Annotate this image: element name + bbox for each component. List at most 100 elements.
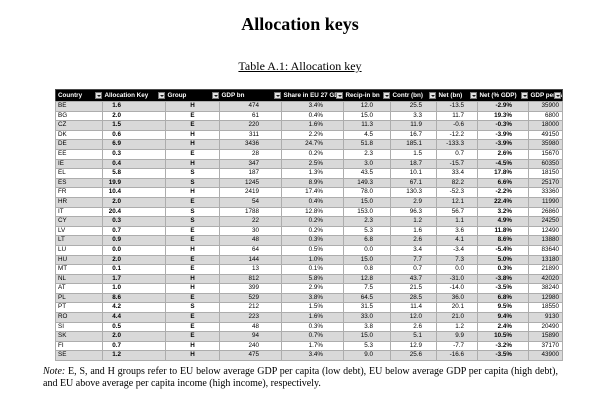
column-header-group: Group bbox=[165, 89, 220, 102]
filter-dropdown-icon[interactable] bbox=[520, 92, 528, 99]
table-cell: E bbox=[165, 196, 220, 208]
table-cell: -2.2% bbox=[477, 187, 529, 198]
table-cell: LU bbox=[55, 244, 103, 256]
column-header-label: GDP per cap bbox=[530, 92, 563, 99]
table-cell: 1.5% bbox=[281, 302, 344, 314]
table-cell: 48 bbox=[219, 235, 282, 246]
table-cell: CY bbox=[55, 216, 103, 227]
table-cell: 0.6 bbox=[102, 129, 166, 141]
filter-dropdown-icon[interactable] bbox=[469, 92, 477, 99]
table-cell: 2.3 bbox=[343, 148, 391, 160]
note-label: Note: bbox=[43, 366, 66, 378]
table-cell: 347 bbox=[219, 158, 282, 170]
table-cell: 19.3% bbox=[477, 110, 529, 122]
table-cell: 12.8% bbox=[281, 206, 344, 218]
table-cell: 8.9% bbox=[281, 177, 344, 189]
table-cell: -16.6 bbox=[436, 350, 478, 362]
table-cell: 13180 bbox=[528, 254, 563, 266]
table-cell: 2.3 bbox=[343, 216, 391, 227]
filter-dropdown-icon[interactable] bbox=[94, 92, 102, 99]
table-cell: H bbox=[165, 158, 220, 170]
table-cell: 4.9% bbox=[477, 216, 529, 227]
table-cell: 94 bbox=[219, 331, 282, 342]
column-header-label: Net (bn) bbox=[438, 92, 463, 99]
table-cell: 0.4% bbox=[281, 110, 344, 122]
header-row: Country Allocation Key Group GDP bn Share in… bbox=[55, 89, 563, 102]
table-cell: 43.7 bbox=[390, 273, 437, 285]
table-body: BE 1.6 H 474 3.4% 12.0 25.5 -13.5 -2.9% 35900 BG 2.… bbox=[55, 101, 563, 362]
table-cell: H bbox=[165, 273, 220, 285]
table-cell: 2.5% bbox=[281, 158, 344, 170]
table-cell: 4.1 bbox=[436, 235, 478, 246]
table-cell: -3.9% bbox=[477, 139, 529, 150]
filter-dropdown-icon[interactable] bbox=[382, 92, 390, 99]
table-cell: 35980 bbox=[528, 139, 563, 150]
table-cell: 15670 bbox=[528, 148, 563, 160]
filter-dropdown-icon[interactable] bbox=[211, 92, 219, 99]
table-cell: 21.5 bbox=[390, 283, 437, 294]
table-cell: 2.9% bbox=[281, 283, 344, 294]
table-cell: 1.6% bbox=[281, 120, 344, 131]
table-cell: E bbox=[165, 312, 220, 323]
table-cell: 3.4% bbox=[281, 101, 344, 112]
table-cell: 15.0 bbox=[343, 331, 391, 342]
table-cell: 18000 bbox=[528, 120, 563, 131]
table-row-at: AT 1.0 H 399 2.9% 7.5 21.5 -14.0 -3.5% 38240 bbox=[55, 283, 563, 294]
table-cell: LT bbox=[55, 235, 103, 246]
filter-dropdown-icon[interactable] bbox=[428, 92, 436, 99]
table-cell: E bbox=[165, 120, 220, 131]
table-cell: 20.1 bbox=[436, 302, 478, 314]
filter-dropdown-icon[interactable] bbox=[273, 92, 281, 99]
table-cell: 0.3 bbox=[102, 216, 166, 227]
table-cell: 4.2 bbox=[102, 302, 166, 314]
table-row-fr: FR 10.4 H 2419 17.4% 78.0 130.3 -52.3 -2.2% 33360 bbox=[55, 187, 563, 198]
table-cell: 1.0 bbox=[102, 283, 166, 294]
table-cell: -0.3% bbox=[477, 120, 529, 131]
table-cell: 12490 bbox=[528, 225, 563, 237]
allocation-key-table-wrap: Country Allocation Key Group GDP bn Share in… bbox=[55, 89, 563, 362]
table-row-hu: HU 2.0 E 144 1.0% 15.0 7.7 7.3 5.0% 13180 bbox=[55, 254, 563, 266]
filter-dropdown-icon[interactable] bbox=[335, 92, 343, 99]
table-cell: 475 bbox=[219, 350, 282, 362]
table-cell: 11.9 bbox=[390, 120, 437, 131]
table-cell: 10.5% bbox=[477, 331, 529, 342]
table-cell: 7.5 bbox=[343, 283, 391, 294]
filter-dropdown-icon[interactable] bbox=[157, 92, 165, 99]
table-cell: -15.7 bbox=[436, 158, 478, 170]
table-cell: 12.9 bbox=[390, 340, 437, 352]
table-cell: 12.1 bbox=[436, 196, 478, 208]
table-cell: 51.8 bbox=[343, 139, 391, 150]
table-cell: 5.8% bbox=[281, 273, 344, 285]
table-cell: 7.7 bbox=[390, 254, 437, 266]
table-row-sk: SK 2.0 E 94 0.7% 15.0 5.1 9.9 10.5% 15890 bbox=[55, 331, 563, 342]
table-cell: 28.5 bbox=[390, 292, 437, 304]
table-cell: EL bbox=[55, 168, 103, 179]
table-cell: 11.8% bbox=[477, 225, 529, 237]
table-cell: IE bbox=[55, 158, 103, 170]
table-cell: DK bbox=[55, 129, 103, 141]
table-cell: -12.2 bbox=[436, 129, 478, 141]
table-cell: 0.2% bbox=[281, 148, 344, 160]
table-cell: 9130 bbox=[528, 312, 563, 323]
table-cell: 15.0 bbox=[343, 196, 391, 208]
table-cell: 3.3 bbox=[390, 110, 437, 122]
table-cell: EE bbox=[55, 148, 103, 160]
table-cell: E bbox=[165, 292, 220, 304]
table-cell: 0.8 bbox=[343, 264, 391, 275]
filter-dropdown-icon[interactable] bbox=[554, 92, 561, 99]
table-cell: -5.4% bbox=[477, 244, 529, 256]
table-cell: IT bbox=[55, 206, 103, 218]
table-cell: 3.2% bbox=[477, 206, 529, 218]
table-cell: SK bbox=[55, 331, 103, 342]
table-cell: E bbox=[165, 331, 220, 342]
table-cell: 60350 bbox=[528, 158, 563, 170]
table-cell: 83640 bbox=[528, 244, 563, 256]
table-row-de: DE 6.9 H 3436 24.7% 51.8 185.1 -133.3 -3.9% 35980 bbox=[55, 139, 563, 150]
table-cell: 8.6% bbox=[477, 235, 529, 246]
table-cell: 1.6 bbox=[102, 101, 166, 112]
table-cell: H bbox=[165, 350, 220, 362]
table-cell: 185.1 bbox=[390, 139, 437, 150]
table-cell: 20490 bbox=[528, 321, 563, 333]
table-cell: 17.8% bbox=[477, 168, 529, 179]
table-cell: 64.5 bbox=[343, 292, 391, 304]
